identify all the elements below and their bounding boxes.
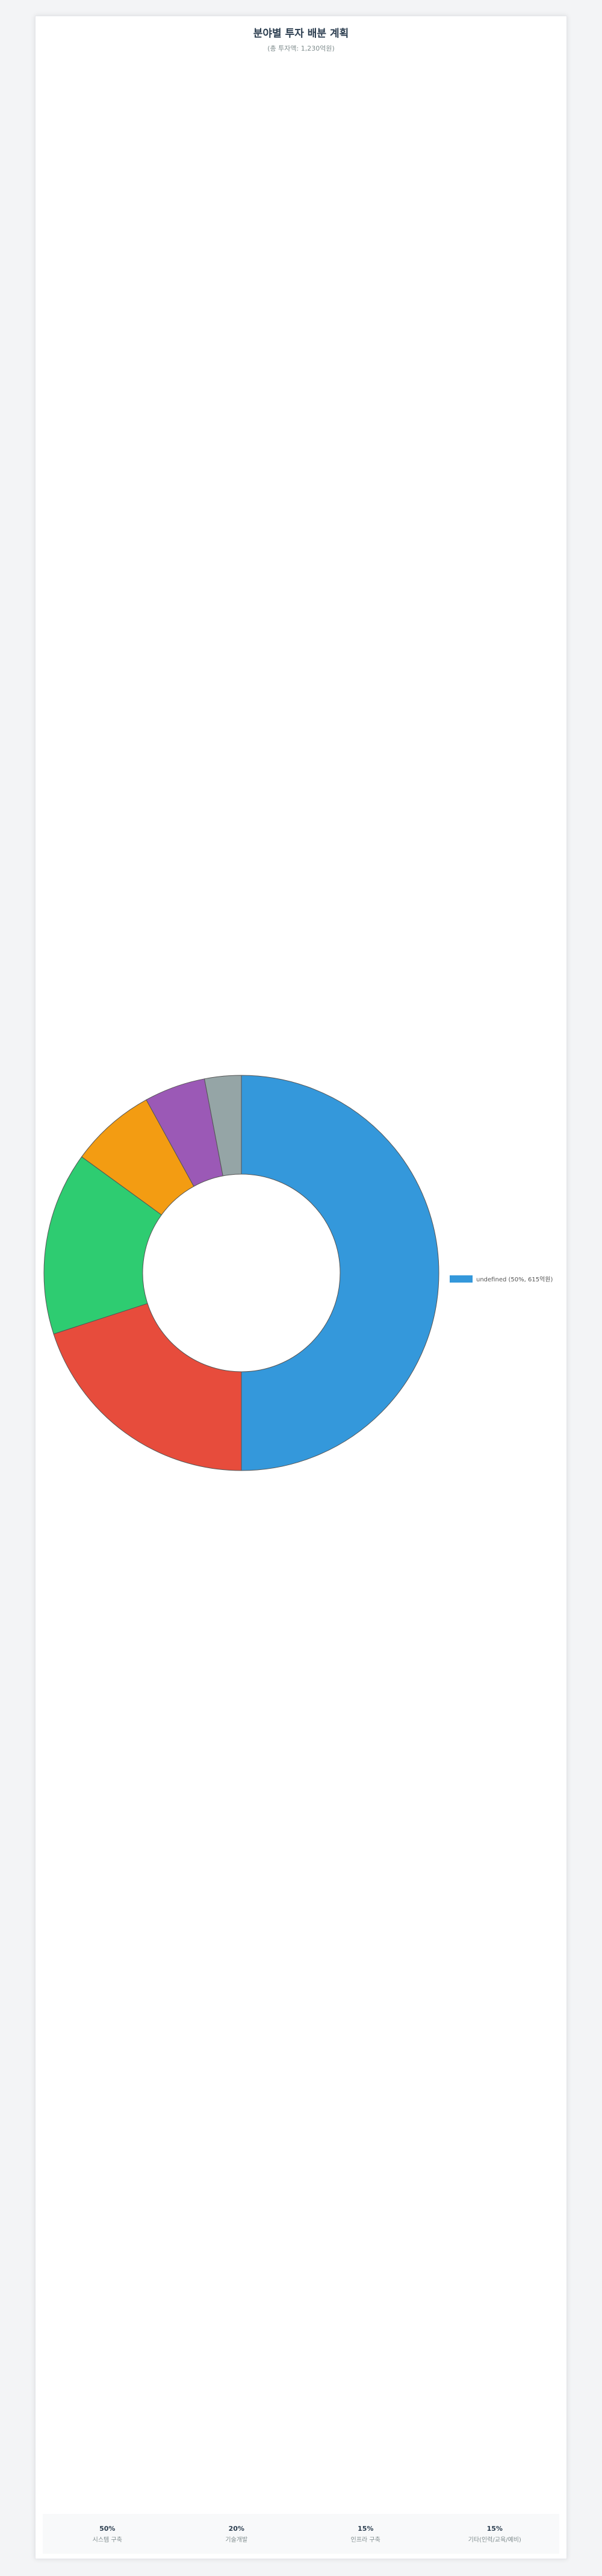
donut-slice-1[interactable] — [241, 1075, 439, 1471]
stat-label: 기타(인력/교육/예비) — [468, 2536, 521, 2543]
stat-label: 기술개발 — [225, 2536, 248, 2543]
summary-stats: 50% 시스템 구축 20% 기술개발 15% 인프라 구축 15% 기타(인력… — [43, 2514, 559, 2554]
stat-value: 15% — [358, 2524, 374, 2533]
donut-slice-6[interactable] — [203, 1075, 242, 1177]
stat-infra: 15% 인프라 구축 — [301, 2514, 430, 2554]
stat-value: 20% — [228, 2524, 244, 2533]
chart-subtitle: (총 투자액: 1,230억원) — [267, 45, 335, 52]
legend-swatch — [450, 1275, 473, 1283]
stat-value: 50% — [99, 2524, 116, 2533]
stat-label: 시스템 구축 — [92, 2536, 122, 2543]
donut-chart — [43, 1075, 439, 1471]
chart-card: 분야별 투자 배분 계획 (총 투자액: 1,230억원) undefined … — [35, 16, 567, 2559]
stat-label: 인프라 구축 — [350, 2536, 380, 2543]
stat-system: 50% 시스템 구축 — [43, 2514, 172, 2554]
stat-tech: 20% 기술개발 — [172, 2514, 302, 2554]
chart-legend[interactable]: undefined (50%, 615억원) — [450, 1274, 553, 1283]
legend-label: undefined (50%, 615억원) — [476, 1277, 553, 1283]
stat-value: 15% — [486, 2524, 503, 2533]
stat-other: 15% 기타(인력/교육/예비) — [430, 2514, 560, 2554]
donut-slice-3[interactable] — [43, 1156, 163, 1334]
donut-slice-2[interactable] — [53, 1303, 242, 1471]
chart-title: 분야별 투자 배분 계획 — [253, 28, 349, 40]
